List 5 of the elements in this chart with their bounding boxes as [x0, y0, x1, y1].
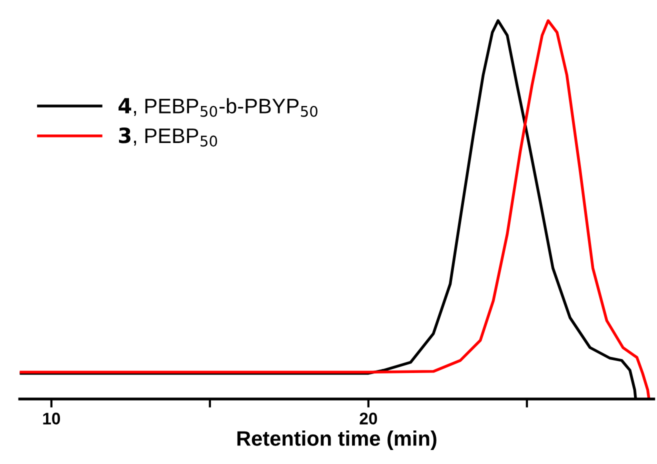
x-axis-title: Retention time (min) — [237, 430, 436, 450]
legend-label: 3, PEBP$_{50}$ — [119, 127, 218, 147]
x-tick-label: 20 — [360, 412, 377, 424]
legend-label: 4, PEBP$_{50}$-b-PBYP$_{50}$ — [118, 98, 318, 117]
x-tick-label: 10 — [43, 412, 60, 424]
